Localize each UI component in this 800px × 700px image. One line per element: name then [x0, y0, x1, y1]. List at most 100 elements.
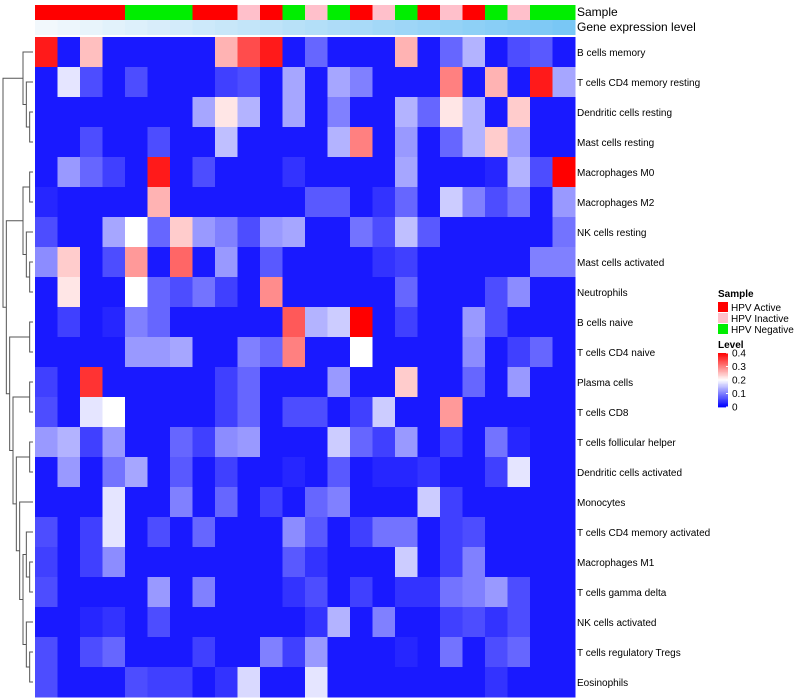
heatmap-cell — [282, 367, 306, 398]
heatmap-cell — [417, 397, 441, 428]
heatmap-cell — [485, 517, 508, 548]
heatmap-cell — [102, 157, 126, 188]
heatmap-cell — [147, 127, 171, 158]
heatmap-cell — [417, 127, 441, 158]
heatmap-cell — [260, 127, 283, 158]
heatmap-cell — [485, 397, 508, 428]
heatmap-cell — [282, 217, 306, 248]
heatmap-cell — [327, 397, 351, 428]
heatmap-cell — [35, 157, 58, 188]
heatmap-cell — [417, 217, 441, 248]
heatmap-cell — [395, 577, 418, 608]
heatmap-cell — [260, 277, 283, 308]
heatmap-cell — [102, 307, 126, 338]
heatmap-cell — [530, 637, 553, 668]
heatmap-cell — [440, 487, 463, 518]
heatmap-cell — [552, 187, 576, 218]
heatmap-cell — [462, 607, 486, 638]
heatmap-cell — [530, 457, 553, 488]
heatmap-cell — [282, 547, 306, 578]
heatmap-cell — [260, 97, 283, 128]
heatmap-cell — [237, 157, 261, 188]
heatmap-cell — [530, 367, 553, 398]
dendrogram-branch — [12, 396, 30, 505]
heatmap-cell — [237, 277, 261, 308]
heatmap-cell — [170, 247, 193, 278]
heatmap-cell — [282, 37, 306, 68]
heatmap-cell — [260, 307, 283, 338]
heatmap-cell — [350, 307, 373, 338]
level-legend-bar-segment — [718, 373, 728, 375]
heatmap-cell — [530, 247, 553, 278]
sample-annotation-cell — [417, 5, 441, 20]
heatmap-cell — [552, 67, 576, 98]
heatmap-cell — [102, 517, 126, 548]
heatmap-cell — [417, 37, 441, 68]
heatmap-cell — [462, 67, 486, 98]
heatmap-cell — [35, 457, 58, 488]
level-legend-bar-segment — [718, 384, 728, 386]
heatmap-cell — [260, 37, 283, 68]
sample-annotation-cell — [350, 5, 373, 20]
heatmap-cell — [530, 127, 553, 158]
row-label: T cells CD4 memory activated — [577, 528, 710, 539]
heatmap-cell — [485, 187, 508, 218]
gene-expression-annotation-cell — [282, 20, 306, 35]
heatmap-cell — [485, 487, 508, 518]
heatmap-cell — [215, 217, 238, 248]
heatmap-cell — [530, 547, 553, 578]
level-legend-bar-segment — [718, 358, 728, 361]
heatmap-cell — [485, 427, 508, 458]
heatmap-cell — [552, 337, 576, 368]
heatmap-cell — [237, 127, 261, 158]
heatmap-cell — [485, 37, 508, 68]
row-label: Mast cells resting — [577, 138, 654, 149]
heatmap-cell — [282, 607, 306, 638]
sample-legend-title: Sample — [718, 289, 754, 300]
heatmap-cell — [417, 97, 441, 128]
heatmap-cell — [372, 457, 396, 488]
heatmap-cell — [192, 667, 216, 698]
heatmap-cell — [260, 637, 283, 668]
gene-expression-annotation-cell — [57, 20, 81, 35]
heatmap-cell — [80, 547, 103, 578]
heatmap-cell — [507, 517, 531, 548]
heatmap-cell — [395, 547, 418, 578]
heatmap-cell — [170, 127, 193, 158]
heatmap-cell — [237, 97, 261, 128]
heatmap-cell — [170, 667, 193, 698]
heatmap-cell — [305, 97, 328, 128]
heatmap-cell — [80, 457, 103, 488]
heatmap-cell — [350, 217, 373, 248]
heatmap-cell — [170, 187, 193, 218]
heatmap-cell — [485, 607, 508, 638]
heatmap-cell — [350, 37, 373, 68]
heatmap-cell — [485, 277, 508, 308]
heatmap-cell — [170, 637, 193, 668]
heatmap-cell — [57, 157, 81, 188]
heatmap-cell — [215, 667, 238, 698]
heatmap-cell — [440, 307, 463, 338]
heatmap-cell — [147, 247, 171, 278]
heatmap-cell — [125, 427, 148, 458]
heatmap-cell — [395, 97, 418, 128]
heatmap-cell — [102, 127, 126, 158]
level-legend-bar-segment — [718, 370, 728, 373]
heatmap-cell — [147, 637, 171, 668]
heatmap-cell — [80, 277, 103, 308]
heatmap-cell — [260, 397, 283, 428]
heatmap-cell — [372, 67, 396, 98]
level-legend-bar-segment — [718, 359, 728, 362]
heatmap-cell — [305, 217, 328, 248]
heatmap-cell — [530, 337, 553, 368]
heatmap-cell — [350, 457, 373, 488]
heatmap-cell — [102, 457, 126, 488]
heatmap-cell — [282, 337, 306, 368]
gene-expression-annotation-cell — [395, 20, 418, 35]
dendrogram-branch — [29, 441, 33, 473]
heatmap-cell — [507, 337, 531, 368]
heatmap-cell — [350, 487, 373, 518]
heatmap-cell — [327, 127, 351, 158]
level-legend-bar-segment — [718, 380, 728, 382]
heatmap-cell — [102, 487, 126, 518]
